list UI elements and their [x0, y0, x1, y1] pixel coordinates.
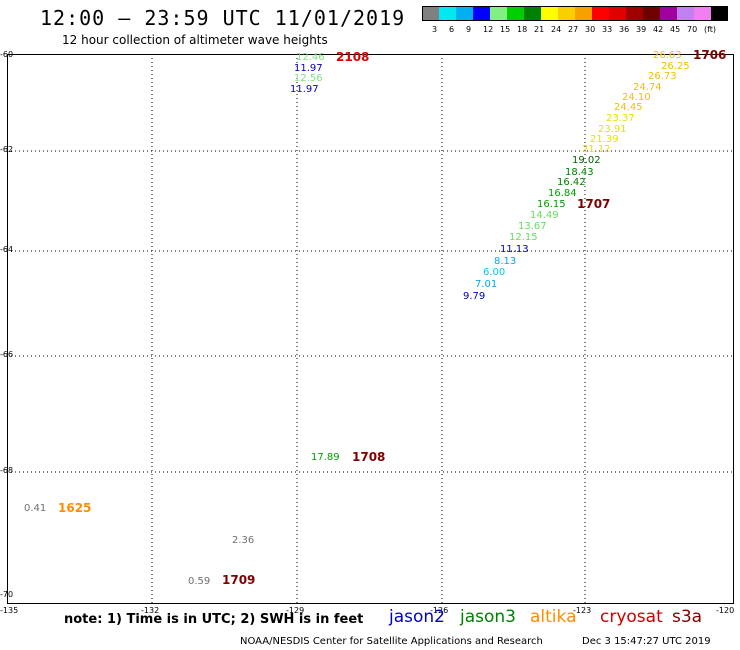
- legend-label: 18: [517, 25, 528, 34]
- wave-height-value: 19.02: [572, 155, 601, 166]
- wave-height-value: 21.12: [582, 144, 611, 155]
- map-border: [7, 54, 734, 604]
- wave-height-value: 8.13: [494, 256, 517, 267]
- wave-height-value: 24.45: [614, 102, 643, 113]
- wave-height-value: 11.97: [290, 84, 319, 95]
- credit-line: NOAA/NESDIS Center for Satellite Applica…: [240, 636, 543, 647]
- legend-label: 15: [500, 25, 511, 34]
- generated-timestamp: Dec 3 15:47:27 UTC 2019: [582, 636, 711, 647]
- wave-height-value: 14.49: [530, 210, 559, 221]
- legend-swatch: [558, 6, 575, 21]
- satellite-label-cryosat: cryosat: [600, 607, 663, 627]
- wave-height-value: 12.15: [509, 232, 538, 243]
- track-time-label: 1709: [222, 573, 256, 587]
- longitude-label: -120: [716, 606, 735, 615]
- track-time-label: 1708: [352, 450, 386, 464]
- latitude-label: -68: [0, 466, 14, 475]
- legend-swatch: [643, 6, 660, 21]
- graticule: [7, 54, 734, 604]
- legend-swatch: [677, 6, 694, 21]
- longitude-label: -126: [430, 606, 449, 615]
- legend-swatch: [473, 6, 490, 21]
- legend-swatch: [592, 6, 609, 21]
- wave-height-value: 16.84: [548, 188, 577, 199]
- latitude-label: -60: [0, 50, 14, 59]
- legend-label: 42: [653, 25, 664, 34]
- legend-swatch: [575, 6, 592, 21]
- legend-swatch: [490, 6, 507, 21]
- map-subtitle: 12 hour collection of altimeter wave hei…: [62, 33, 328, 47]
- wave-height-value: 24.74: [633, 82, 662, 93]
- latitude-label: -66: [0, 350, 14, 359]
- wave-height-value: 23.37: [606, 113, 635, 124]
- wave-height-value: 13.67: [518, 221, 547, 232]
- legend-label: 12: [483, 25, 494, 34]
- wave-height-value: 11.97: [294, 63, 323, 74]
- wave-height-value: 17.89: [311, 452, 340, 463]
- legend-swatch: [609, 6, 626, 21]
- legend-swatch: [660, 6, 677, 21]
- legend-swatch: [456, 6, 473, 21]
- legend-swatch: [422, 6, 439, 21]
- track-time-label: 2108: [336, 50, 370, 64]
- legend-label: 21: [534, 25, 545, 34]
- wave-height-value: 11.13: [500, 244, 529, 255]
- legend-label: 27: [568, 25, 579, 34]
- track-time-label: 1706: [693, 48, 727, 62]
- satellite-label-s3a: s3a: [672, 607, 703, 627]
- legend-label: 33: [602, 25, 613, 34]
- longitude-label: -123: [573, 606, 592, 615]
- latitude-label: -64: [0, 245, 14, 254]
- footnote: note: 1) Time is in UTC; 2) SWH is in fe…: [64, 612, 364, 627]
- wave-height-value: 7.01: [475, 279, 498, 290]
- legend-label: 36: [619, 25, 630, 34]
- legend-label: 6: [449, 25, 455, 34]
- longitude-label: -129: [286, 606, 305, 615]
- legend-label: 45: [670, 25, 681, 34]
- wave-height-value: 6.00: [483, 267, 506, 278]
- wave-height-value: 12.46: [296, 52, 325, 63]
- legend-swatch: [524, 6, 541, 21]
- wave-height-value: 21.39: [590, 134, 619, 145]
- legend-label: 24: [551, 25, 562, 34]
- wave-height-value: 23.91: [598, 124, 627, 135]
- track-time-label: 1625: [58, 501, 92, 515]
- legend-swatch: [541, 6, 558, 21]
- wave-height-value: 9.79: [463, 291, 486, 302]
- legend-swatch: [507, 6, 524, 21]
- wave-height-value: 12.56: [294, 73, 323, 84]
- legend-swatch: [711, 6, 728, 21]
- legend-border: [422, 6, 728, 21]
- wave-height-value: 26.73: [648, 71, 677, 82]
- legend-label: 39: [636, 25, 647, 34]
- map-frame: [7, 54, 734, 604]
- wave-height-value: 0.41: [24, 503, 47, 514]
- longitude-label: -135: [0, 606, 19, 615]
- legend-label: 70: [687, 25, 698, 34]
- wave-height-value: 2.36: [232, 535, 255, 546]
- legend-swatch: [626, 6, 643, 21]
- map-title: 12:00 – 23:59 UTC 11/01/2019: [40, 6, 406, 30]
- legend-label: 9: [466, 25, 472, 34]
- latitude-label: -62: [0, 145, 14, 154]
- wave-height-value: 24.10: [622, 92, 651, 103]
- wave-height-value: 26.25: [661, 61, 690, 72]
- wave-height-value: 16.15: [537, 199, 566, 210]
- track-time-label: 1707: [577, 197, 611, 211]
- wave-height-value: 18.43: [565, 167, 594, 178]
- legend-unit: (ft): [704, 25, 717, 34]
- legend-label: 3: [432, 25, 438, 34]
- wave-height-value: 26.63: [653, 50, 682, 61]
- longitude-label: -132: [141, 606, 160, 615]
- satellite-label-jason3: jason3: [460, 607, 516, 627]
- legend-label: 30: [585, 25, 596, 34]
- wave-height-value: 16.42: [557, 177, 586, 188]
- latitude-label: -70: [0, 590, 14, 599]
- satellite-label-jason2: jason2: [389, 607, 445, 627]
- legend-swatch: [439, 6, 456, 21]
- legend-swatch: [694, 6, 711, 21]
- satellite-label-altika: altika: [530, 607, 577, 627]
- wave-height-value: 0.59: [188, 576, 211, 587]
